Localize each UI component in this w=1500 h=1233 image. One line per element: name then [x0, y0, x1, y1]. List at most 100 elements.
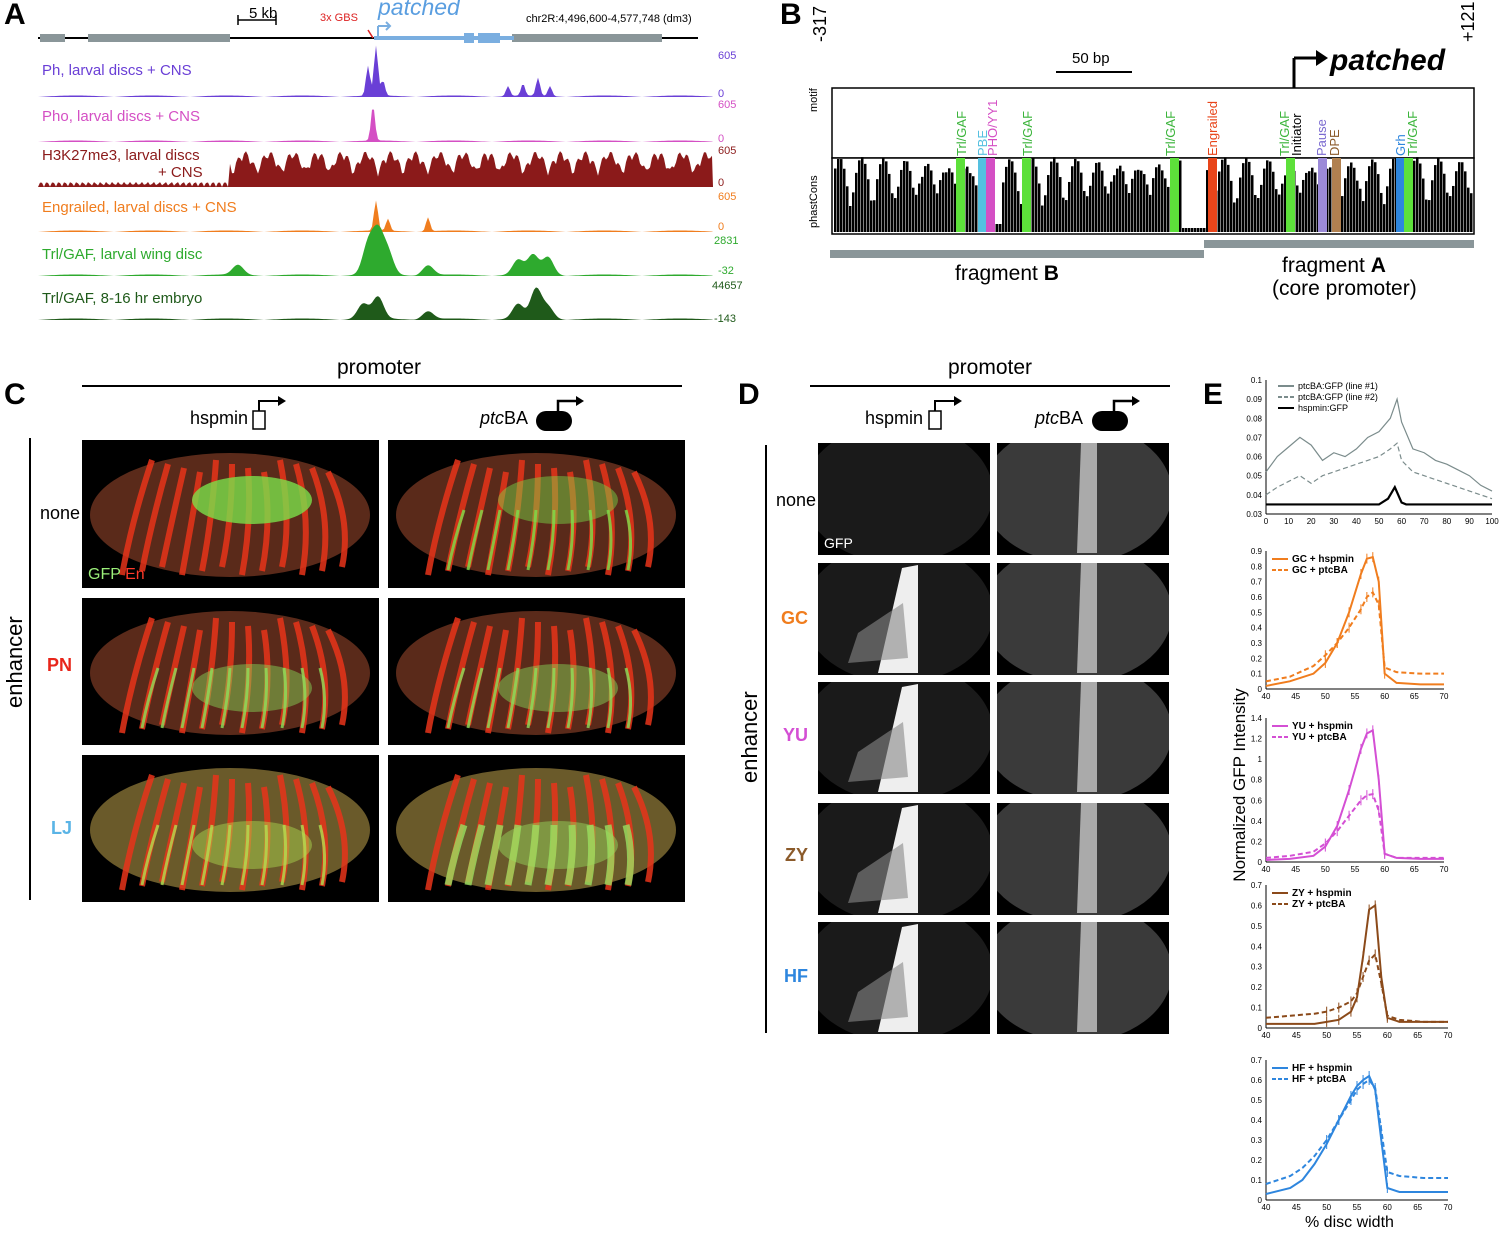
wing-disc-image: [997, 563, 1169, 675]
row-none-d: none: [775, 490, 816, 510]
x-tick-label: 60: [1380, 865, 1389, 874]
x-tick-label: 45: [1292, 1031, 1301, 1040]
y-tick-label: 0.07: [1246, 433, 1262, 442]
genome-browser: [38, 15, 713, 320]
track-max: 605: [718, 50, 737, 62]
fragment-a-label: fragment A: [1282, 254, 1386, 277]
col-ptcba-c: ptcBA: [480, 408, 529, 428]
legend-label: HF + hspmin: [1292, 1063, 1352, 1074]
x-tick-label: 65: [1413, 1203, 1422, 1212]
y-tick-label: 0.1: [1251, 670, 1263, 679]
motif-label: Initiator: [1289, 113, 1304, 156]
wing-disc-image: [997, 803, 1169, 915]
track-label-h3k27me3: H3K27me3, larval discs: [42, 147, 200, 164]
panel-letter-b: B: [780, 0, 802, 31]
y-tick-label: 0.3: [1251, 1136, 1263, 1145]
patched-gene: [374, 36, 514, 40]
y-tick-label: 0.04: [1246, 491, 1262, 500]
track-min: -32: [718, 265, 734, 277]
signal-tracks: [38, 45, 713, 320]
gbs-label: 3x GBS: [320, 12, 358, 24]
embryo-image: [388, 755, 685, 902]
panel-letter-c: C: [4, 378, 26, 411]
series-line: [1266, 484, 1492, 506]
series-line: [1265, 1074, 1448, 1195]
x-tick-label: 20: [1307, 517, 1316, 526]
wing-disc-image: [818, 803, 990, 915]
x-tick-label: 40: [1262, 865, 1271, 874]
y-tick-label: 0.6: [1251, 796, 1263, 805]
series-line: [1265, 590, 1444, 683]
motif-label: PHO/YY1: [985, 99, 1000, 156]
y-tick-label: 0.05: [1246, 472, 1262, 481]
x-tick-label: 40: [1262, 1203, 1271, 1212]
series-line: [1265, 396, 1493, 492]
legend-label: GC + hspmin: [1292, 554, 1354, 565]
x-tick-label: 0: [1264, 517, 1269, 526]
y-tick-label: 0.8: [1251, 562, 1263, 571]
y-tick-label: 1.4: [1251, 714, 1263, 723]
scale-label: 5 kb: [249, 5, 278, 22]
legend-label: YU + ptcBA: [1292, 732, 1347, 743]
promoter-header-c: promoter: [337, 356, 422, 379]
gene-block: [512, 34, 662, 42]
track-label-h3k27me3-2: + CNS: [158, 164, 203, 181]
fragment-b-bar: [830, 250, 1204, 258]
signal-track: [38, 224, 713, 276]
y-tick-label: 0.4: [1251, 624, 1263, 633]
ptcba-promoter-icon: [1092, 396, 1140, 431]
y-tick-label: 0.6: [1251, 1076, 1263, 1085]
x-tick-label: 55: [1353, 1031, 1362, 1040]
y-tick-label: 0: [1258, 1196, 1263, 1205]
line-chart: 0.03 0.04 0.05 0.06 0.07 0.08 0.09 0.1 0 10 20 30 40…: [1246, 376, 1499, 526]
x-tick-label: 40: [1262, 692, 1271, 701]
x-tick-label: 70: [1440, 692, 1449, 701]
y-tick-label: 0.2: [1251, 654, 1263, 663]
y-tick-label: 0.4: [1251, 942, 1263, 951]
x-tick-label: 70: [1440, 865, 1449, 874]
y-tick-label: 0.06: [1246, 453, 1262, 462]
col-hspmin-d: hspmin: [865, 408, 924, 428]
y-tick-label: 0.5: [1251, 608, 1263, 617]
series-line: [1265, 1078, 1448, 1185]
wing-disc-image: [997, 922, 1169, 1034]
promoter-header-d: promoter: [948, 356, 1033, 379]
row-zy: ZY: [784, 845, 808, 865]
empty-promoter-icon: [928, 396, 962, 430]
embryo-image: [82, 755, 379, 902]
track-label-ph: Ph, larval discs + CNS: [42, 62, 192, 79]
y-tick-label: 0.9: [1251, 547, 1263, 556]
embryo-image: [388, 598, 685, 745]
y-tick-label: 0: [1258, 858, 1263, 867]
motif-label: Trl/GAF: [1405, 110, 1420, 156]
x-tick-label: 80: [1442, 517, 1451, 526]
wing-disc-image: [818, 563, 990, 675]
embryo-image: [388, 440, 685, 588]
patched-exon: [464, 33, 474, 43]
coords-label: chr2R:4,496,600-4,577,748 (dm3): [526, 13, 692, 25]
scale-label-b: 50 bp: [1072, 50, 1110, 67]
y-tick-label: 0.09: [1246, 395, 1262, 404]
x-tick-label: 60: [1383, 1031, 1392, 1040]
x-tick-label: 70: [1420, 517, 1429, 526]
y-tick-label: 0.3: [1251, 639, 1263, 648]
track-min: 0: [718, 177, 725, 189]
wing-disc-image: [997, 682, 1169, 794]
y-tick-label: 0.1: [1251, 376, 1263, 385]
track-label-gaf-embryo: Trl/GAF, 8-16 hr embryo: [42, 290, 203, 307]
e-xlabel: % disc width: [1305, 1214, 1394, 1231]
wing-disc-image: [997, 443, 1169, 555]
legend-label: hspmin:GFP: [1298, 403, 1348, 413]
promoter-diagram: [830, 50, 1475, 258]
line-chart: 0 0.1 0.2 0.3 0.4 0.5 0.6 0.7 40 45 50 55 60 65 70 ZY +…: [1251, 881, 1453, 1040]
y-tick-label: 0: [1258, 685, 1263, 694]
motif-label: Trl/GAF: [1163, 110, 1178, 156]
series-line: [1265, 952, 1448, 1023]
wing-disc-image: [818, 922, 990, 1034]
row-none-c: none: [39, 503, 80, 523]
series-line: [1265, 442, 1493, 500]
track-max: 44657: [712, 280, 743, 292]
series-line: [1265, 792, 1444, 859]
x-tick-label: 60: [1397, 517, 1406, 526]
y-tick-label: 0.5: [1251, 922, 1263, 931]
